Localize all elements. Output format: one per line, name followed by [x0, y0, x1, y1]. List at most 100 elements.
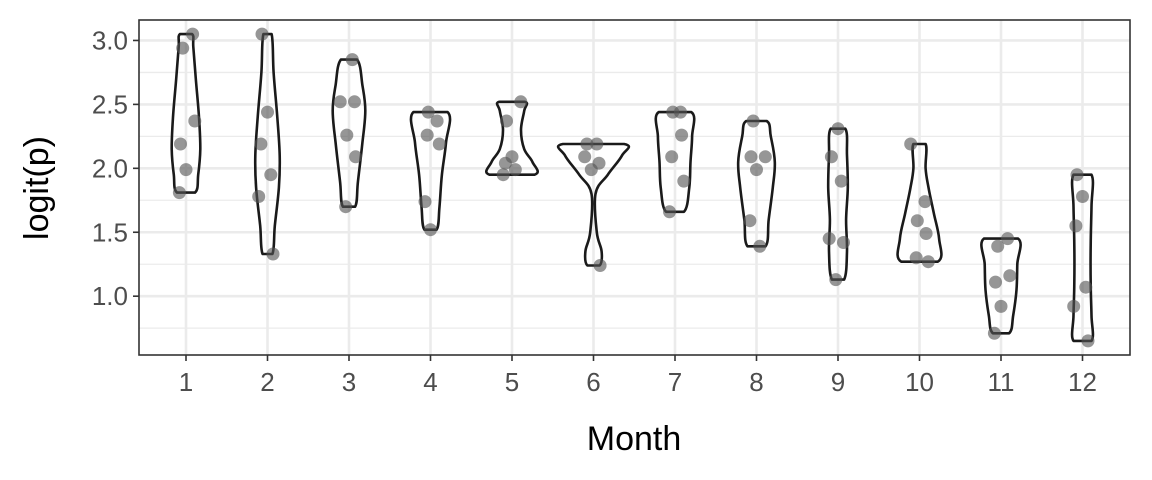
x-tick-label: 3	[342, 367, 356, 397]
data-point	[677, 174, 691, 188]
data-point	[432, 137, 446, 151]
data-point	[252, 190, 266, 203]
data-point	[1070, 168, 1084, 182]
violin-month-8	[736, 119, 777, 248]
data-point	[829, 273, 843, 287]
data-point	[909, 251, 923, 265]
data-point	[424, 223, 437, 237]
violin-month-3	[331, 58, 367, 208]
violin-month-11	[980, 237, 1022, 335]
data-point	[1081, 334, 1095, 348]
data-point	[514, 95, 528, 109]
x-axis-title: Month	[587, 420, 682, 458]
data-point	[593, 259, 607, 272]
x-tick-label: 11	[988, 367, 1015, 397]
violin-month-6	[556, 142, 631, 267]
data-point	[264, 168, 278, 182]
violin-month-1	[170, 32, 202, 194]
data-point	[758, 150, 772, 164]
data-point	[578, 150, 592, 164]
x-tick-label: 2	[260, 367, 274, 397]
data-point	[921, 255, 935, 269]
x-tick-label: 9	[831, 367, 845, 397]
y-axis-title: logit(p)	[18, 136, 56, 240]
x-tick-label: 12	[1068, 367, 1097, 397]
data-point	[665, 150, 679, 164]
axis-ticks: 1.01.52.02.53.01 2 3 4 5 6 7 8 9 10 11 12	[92, 25, 1097, 397]
data-point	[176, 41, 190, 55]
x-tick-label: 1	[179, 367, 193, 397]
data-point	[188, 114, 202, 128]
data-point	[1003, 269, 1017, 283]
data-point	[1079, 280, 1093, 294]
data-point	[580, 137, 594, 151]
data-point	[919, 227, 933, 240]
grid-lines	[139, 20, 1130, 355]
panel-border	[138, 19, 1131, 356]
data-point	[590, 137, 604, 151]
data-point	[831, 122, 845, 136]
violin-month-5	[485, 100, 539, 176]
data-point	[500, 114, 513, 128]
data-point	[904, 137, 918, 151]
data-point	[339, 200, 353, 214]
data-point	[266, 247, 280, 261]
data-point	[837, 236, 850, 249]
violin-month-9	[826, 127, 850, 281]
x-tick-label: 6	[586, 367, 600, 397]
data-point	[987, 326, 1001, 340]
data-point	[675, 128, 689, 142]
y-tick-label: 1.0	[92, 281, 128, 311]
y-tick-label: 3.0	[92, 25, 128, 55]
data-point	[663, 205, 676, 219]
data-point	[333, 95, 347, 109]
data-point	[172, 186, 186, 200]
data-point	[822, 232, 836, 246]
data-point	[753, 239, 767, 253]
data-point	[340, 128, 354, 142]
x-tick-label: 4	[423, 367, 437, 397]
x-tick-label: 8	[749, 367, 763, 397]
x-tick-label: 7	[668, 367, 682, 397]
data-point	[186, 27, 200, 41]
data-point	[989, 275, 1002, 289]
data-point	[1076, 190, 1089, 203]
data-point	[348, 95, 361, 109]
data-point	[174, 137, 187, 151]
data-point	[584, 163, 598, 177]
data-point	[498, 156, 512, 170]
data-point	[991, 239, 1005, 253]
violin-month-7	[654, 110, 696, 214]
data-point	[496, 168, 510, 182]
data-point	[349, 150, 363, 164]
data-point	[910, 214, 924, 228]
data-point	[666, 105, 680, 119]
data-point	[750, 163, 763, 177]
data-point	[420, 128, 434, 142]
data-point	[179, 163, 193, 177]
data-point	[421, 105, 435, 119]
data-point	[994, 299, 1008, 313]
data-point	[743, 214, 757, 228]
data-point	[261, 105, 274, 119]
data-point	[254, 137, 268, 151]
data-point	[1067, 299, 1081, 313]
data-point	[824, 150, 838, 164]
data-point	[255, 27, 269, 41]
data-point	[746, 114, 760, 128]
y-tick-label: 1.5	[92, 217, 128, 247]
data-point	[345, 53, 359, 67]
data-point	[1001, 232, 1015, 246]
data-point	[418, 195, 432, 209]
x-tick-label: 5	[505, 367, 519, 397]
data-points	[172, 27, 1095, 348]
data-point	[918, 195, 932, 209]
data-point	[744, 150, 758, 164]
y-tick-label: 2.5	[92, 89, 128, 119]
data-point	[1069, 219, 1083, 233]
y-tick-label: 2.0	[92, 153, 128, 183]
x-tick-label: 10	[905, 367, 934, 397]
data-point	[834, 174, 848, 188]
